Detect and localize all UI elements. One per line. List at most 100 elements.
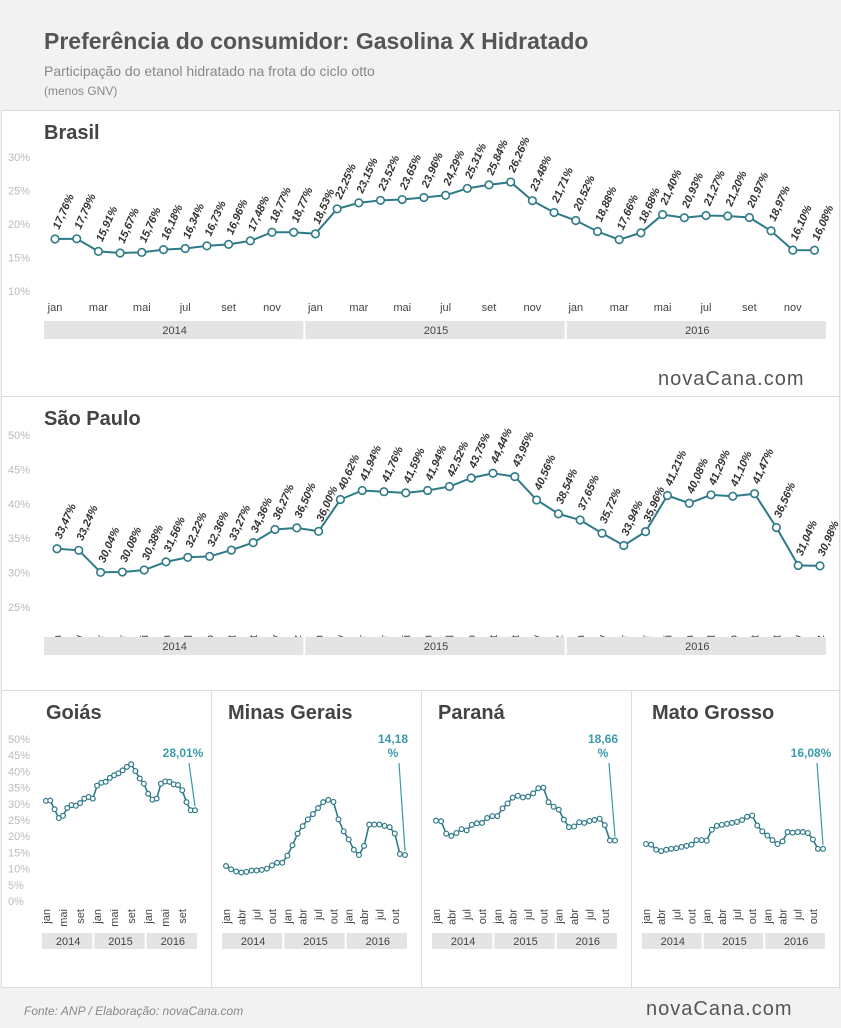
- data-point: [531, 495, 542, 505]
- x-tick-label: abr: [717, 909, 729, 925]
- data-label: 41,10%: [728, 449, 755, 489]
- data-point: [253, 867, 260, 874]
- data-point: [484, 815, 491, 822]
- data-point: [591, 816, 598, 823]
- x-tick-label: jul: [313, 909, 325, 921]
- x-tick-label: jul: [374, 909, 386, 921]
- x-tick-label: out: [808, 909, 820, 924]
- data-point: [179, 787, 186, 794]
- x-tick-label: set: [221, 302, 236, 314]
- data-point: [183, 799, 190, 806]
- data-point: [402, 852, 409, 859]
- data-point: [643, 840, 650, 847]
- data-label: 37,65%: [576, 473, 602, 512]
- data-point: [794, 828, 801, 835]
- data-point: [153, 795, 160, 802]
- year-band: [305, 321, 565, 339]
- data-point: [804, 829, 811, 836]
- data-point: [174, 782, 181, 789]
- x-tick-label: mai: [654, 302, 672, 314]
- data-point: [397, 194, 407, 205]
- year-label: 2016: [161, 936, 185, 948]
- data-point: [619, 540, 629, 551]
- data-label: 43,75%: [467, 431, 494, 471]
- x-tick-label: jan: [762, 909, 774, 925]
- data-point: [693, 837, 700, 844]
- y-tick-label: 25%: [8, 815, 30, 827]
- data-point: [202, 241, 212, 251]
- x-tick-label: set: [742, 302, 757, 314]
- data-point: [396, 851, 403, 858]
- data-label: 35,72%: [598, 486, 624, 525]
- data-point: [158, 244, 169, 255]
- y-tick-label: 50%: [8, 734, 30, 746]
- data-point: [527, 196, 538, 206]
- data-point: [376, 821, 383, 828]
- data-label: 30,38%: [140, 523, 166, 562]
- data-label: 36,50%: [293, 481, 319, 520]
- y-tick-label: 15%: [8, 847, 30, 859]
- year-label: 2016: [685, 641, 709, 653]
- data-label: 18,88%: [593, 185, 619, 224]
- data-point: [224, 239, 234, 249]
- y-tick-label: 35%: [8, 783, 30, 795]
- page-subtitle: Participação do etanol hidratado na frot…: [44, 63, 375, 79]
- data-point: [304, 816, 311, 823]
- year-label: 2015: [513, 936, 537, 948]
- data-point: [759, 828, 766, 835]
- data-point: [117, 567, 127, 577]
- panel-brasil: Brasil 10% 15% 20% 25% 30% 17,76% 17,79% 15,91% 1…: [1, 110, 840, 398]
- y-tick-label: 50%: [8, 430, 30, 442]
- panel-mato-grosso: Mato Grosso 16,08% jan abr jul out jan abr jul ou…: [631, 690, 840, 988]
- data-label: 17,66%: [615, 193, 641, 232]
- data-point: [115, 770, 122, 777]
- data-label: 42,52%: [445, 440, 472, 480]
- data-point: [52, 544, 62, 554]
- y-tick-label: 25%: [8, 186, 30, 198]
- data-point: [653, 846, 660, 853]
- logo-footer: novaCana.com: [646, 998, 792, 1020]
- data-point: [504, 800, 511, 807]
- year-label: 2014: [162, 641, 186, 653]
- data-point: [366, 821, 373, 828]
- x-tick-label: jan: [492, 909, 504, 925]
- data-point: [678, 843, 685, 850]
- data-point: [530, 790, 537, 797]
- data-point: [391, 830, 398, 837]
- data-point: [774, 840, 781, 847]
- data-point: [289, 227, 299, 237]
- data-point: [379, 487, 389, 497]
- data-point: [128, 761, 135, 768]
- data-label: 23,96%: [419, 151, 446, 191]
- data-point: [284, 852, 291, 859]
- data-point: [95, 567, 106, 577]
- data-point: [739, 816, 746, 823]
- data-label: 33,27%: [227, 503, 253, 542]
- year-band: [566, 637, 826, 655]
- x-tick-label: jul: [699, 302, 711, 314]
- year-band: [703, 933, 764, 949]
- data-point: [47, 797, 54, 804]
- data-point: [769, 837, 776, 844]
- panel-parana: Paraná 18,66% jan abr jul out jan abr jul out jan a…: [421, 690, 632, 988]
- data-label: 26,26%: [506, 135, 533, 175]
- data-point: [744, 212, 755, 223]
- data-label: 24,29%: [441, 148, 468, 188]
- data-point: [106, 774, 113, 781]
- x-tick-label: jul: [732, 909, 744, 921]
- x-tick-label: set: [177, 909, 189, 924]
- x-tick-label: mai: [133, 302, 151, 314]
- data-point: [706, 490, 716, 500]
- end-value-label: 16,08%: [791, 746, 832, 760]
- data-point: [550, 803, 557, 810]
- x-tick-label: nov: [784, 302, 802, 314]
- data-point: [484, 180, 494, 190]
- data-point: [701, 210, 711, 221]
- x-tick-label: jul: [252, 909, 264, 921]
- data-point: [494, 813, 501, 820]
- data-label: 18,97%: [767, 184, 793, 223]
- x-tick-label: jul: [179, 302, 191, 314]
- data-point: [514, 792, 521, 799]
- chart-sao-paulo: São Paulo25%30%35%40%45%50%33,47%33,24%3…: [8, 408, 841, 655]
